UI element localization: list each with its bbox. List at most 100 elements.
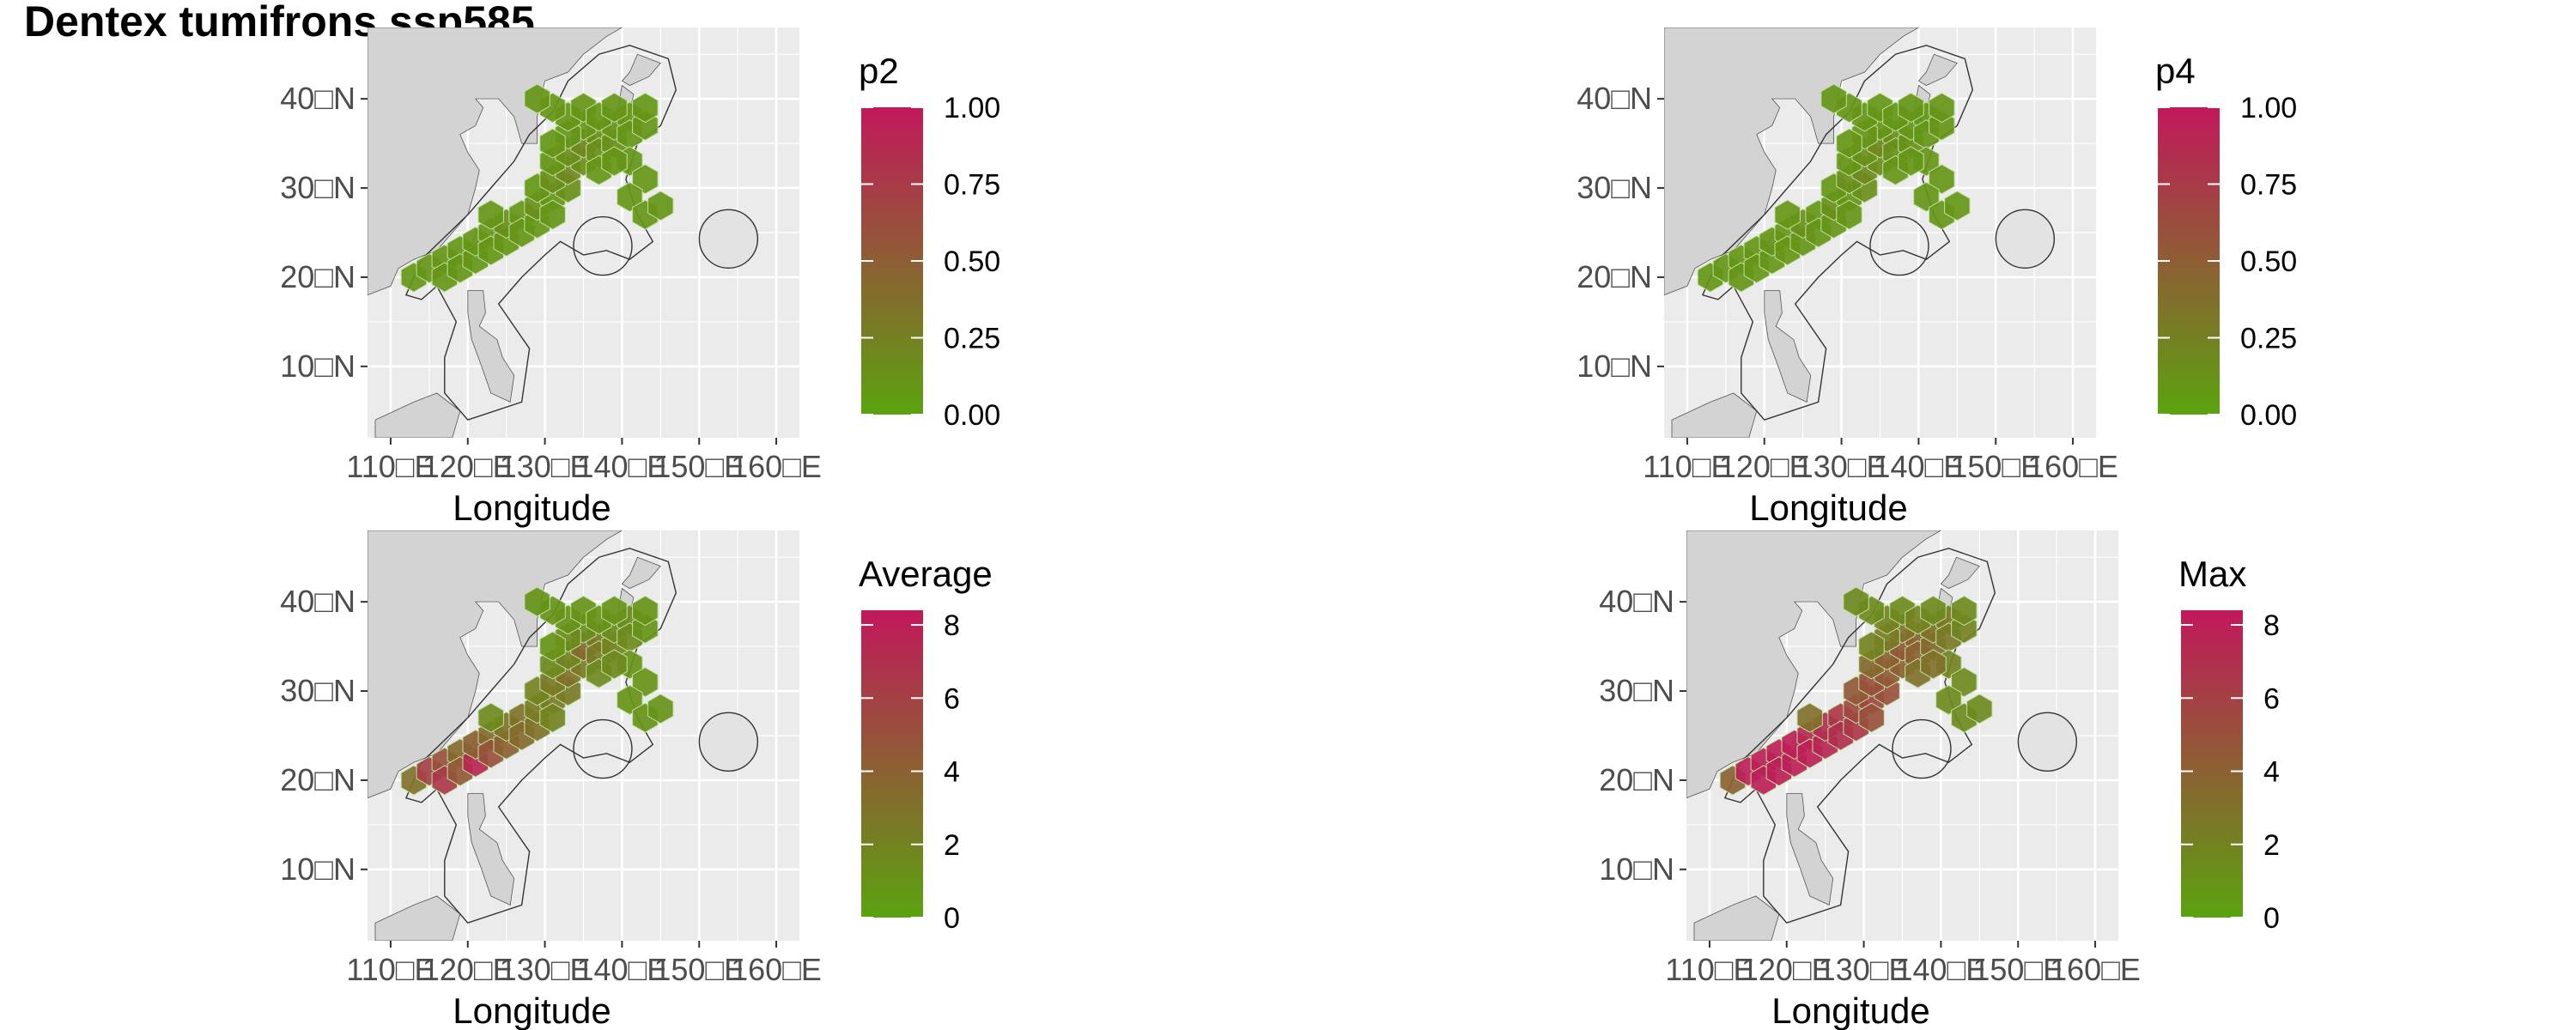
x-tick-label: 160□E: [731, 952, 822, 987]
x-tick-label: 110□E: [346, 952, 434, 987]
hex-cell: [477, 199, 504, 230]
hex-cell: [1898, 146, 1924, 177]
y-tick-label: 40□N: [1577, 81, 1652, 116]
hex-cell: [1774, 199, 1801, 230]
land-shape: [1917, 53, 1958, 86]
land-shape: [621, 53, 661, 86]
chart-panel-max: 110□E 120□E 130□E 140□E 150□E 160□E 10□N 20□N 30…: [1297, 503, 2576, 1030]
x-tick-label: 160□E: [2050, 952, 2141, 987]
legend-tick-label: 0.00: [2240, 399, 2297, 432]
legend-title: p2: [859, 51, 899, 91]
legend-tick-label: 1.00: [944, 92, 1000, 124]
land-shape: [1764, 290, 1812, 403]
chart-panel-p2: 110□E 120□E 130□E 140□E 150□E 160□E 10□N 20□N 30…: [0, 0, 1279, 528]
legend-tick-label: 0.50: [944, 245, 1000, 278]
hex-cell: [539, 702, 566, 733]
hex-cell: [632, 667, 659, 698]
legend-tick-label: 0.25: [944, 323, 1000, 355]
legend-tick-label: 8: [2263, 609, 2280, 642]
hex-cell: [1944, 191, 1971, 221]
legend-tick-label: 0: [944, 902, 960, 935]
hex-cell: [1820, 83, 1847, 114]
hex-cell: [632, 595, 659, 627]
map-layer: [1664, 27, 2096, 438]
hex-cell: [601, 649, 628, 680]
y-tick-label: 40□N: [1599, 584, 1674, 619]
island-boundary: [573, 718, 633, 779]
x-axis-title: Longitude: [1771, 991, 1930, 1030]
y-tick-label: 10□N: [280, 348, 355, 384]
land-shape: [368, 530, 623, 799]
x-tick-label: 130□E: [500, 952, 591, 987]
chart-panel-p4: 110□E 120□E 130□E 140□E 150□E 160□E 10□N 20□N 30…: [1297, 0, 2576, 528]
hex-cell: [1898, 92, 1924, 124]
legend-colorbar: [861, 610, 923, 918]
y-tick-label: 30□N: [280, 673, 355, 708]
legend-tick-label: 2: [2263, 829, 2280, 862]
land-shape: [621, 556, 661, 589]
x-tick-label: 130□E: [1819, 952, 1910, 987]
hex-cell: [539, 199, 566, 230]
y-tick-label: 30□N: [1577, 170, 1652, 205]
legend-title: p4: [2155, 51, 2196, 91]
map-layer: [1686, 530, 2118, 941]
land-shape: [467, 793, 515, 906]
legend-tick-label: 4: [944, 756, 960, 789]
land-shape: [1686, 530, 1942, 799]
y-tick-label: 20□N: [280, 762, 355, 797]
x-tick-label: 120□E: [1741, 952, 1832, 987]
island-boundary: [2017, 712, 2078, 772]
hex-cell: [1966, 694, 1993, 724]
y-tick-label: 40□N: [280, 81, 355, 116]
x-axis-title: Longitude: [1749, 488, 1908, 528]
legend-title: Max: [2178, 554, 2246, 594]
legend-colorbar: [2181, 610, 2243, 918]
legend-title: Average: [859, 554, 993, 594]
map-layer: [368, 530, 799, 941]
y-tick-label: 20□N: [1577, 259, 1652, 294]
y-tick-label: 30□N: [280, 170, 355, 205]
legend-tick-label: 0.75: [2240, 169, 2297, 202]
x-tick-label: 110□E: [1665, 952, 1753, 987]
x-tick-label: 110□E: [1643, 449, 1731, 484]
x-tick-label: 120□E: [422, 952, 513, 987]
legend-tick-label: 6: [2263, 682, 2280, 715]
x-tick-label: 140□E: [576, 952, 667, 987]
y-tick-label: 10□N: [1599, 851, 1674, 887]
y-tick-label: 20□N: [1599, 762, 1674, 797]
island-boundary: [698, 209, 759, 269]
legend-tick-label: 1.00: [2240, 92, 2297, 124]
hex-cell: [1858, 631, 1885, 662]
legend-tick-label: 4: [2263, 756, 2280, 789]
map-layer: [368, 27, 799, 438]
hex-cell: [601, 595, 628, 627]
legend-tick-label: 0.00: [944, 399, 1000, 432]
land-shape: [1786, 793, 1834, 906]
y-tick-label: 30□N: [1599, 673, 1674, 708]
x-tick-label: 130□E: [1796, 449, 1887, 484]
legend-tick-label: 0.50: [2240, 245, 2297, 278]
x-tick-label: 140□E: [1895, 952, 1986, 987]
x-tick-label: 120□E: [422, 449, 513, 484]
hex-cell: [1836, 199, 1862, 230]
x-tick-label: 150□E: [653, 449, 744, 484]
hex-cell: [632, 92, 659, 124]
land-shape: [368, 27, 623, 296]
hex-cell: [524, 586, 550, 617]
hex-cell: [632, 164, 659, 195]
hex-cell: [617, 181, 643, 212]
land-shape: [1940, 556, 1980, 589]
y-tick-label: 40□N: [280, 584, 355, 619]
hex-cell: [1929, 92, 1955, 124]
hex-cell: [477, 702, 504, 733]
y-tick-label: 10□N: [1577, 348, 1652, 384]
legend-tick-label: 0: [2263, 902, 2280, 935]
legend-tick-label: 0.75: [944, 169, 1000, 202]
legend-tick-label: 0.25: [2240, 323, 2297, 355]
x-tick-label: 110□E: [346, 449, 434, 484]
hex-cell: [601, 92, 628, 124]
hex-cell: [1796, 702, 1823, 733]
